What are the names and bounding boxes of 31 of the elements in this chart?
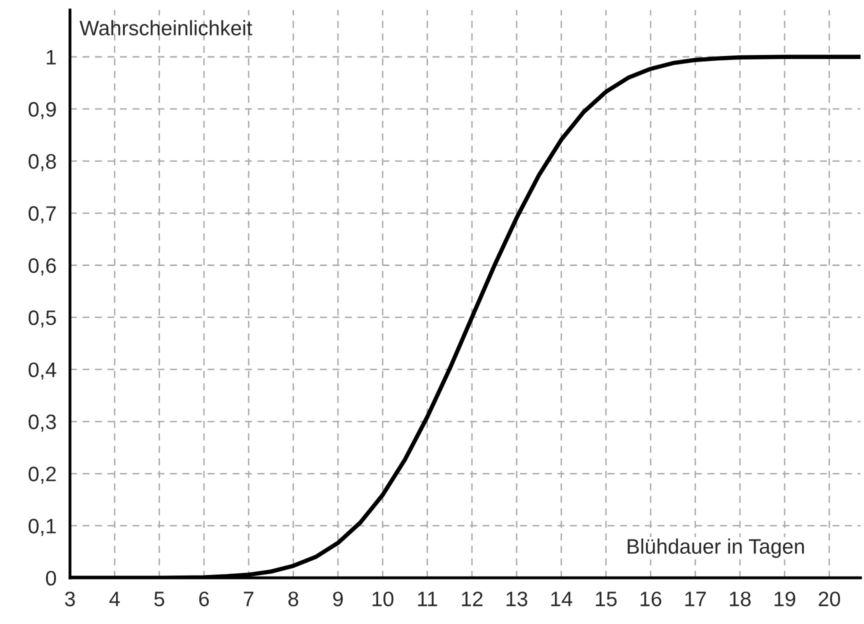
x-tick-label: 13: [506, 592, 528, 606]
x-tick-label: 9: [333, 592, 343, 606]
y-axis-title: Wahrscheinlichkeit: [80, 20, 252, 36]
y-tick-label: 0,1: [28, 518, 56, 536]
x-tick-label: 20: [818, 592, 840, 606]
x-tick-label: 7: [244, 592, 254, 606]
x-tick-label: 4: [109, 592, 120, 606]
x-tick-label: 10: [372, 592, 394, 606]
x-tick-label: 18: [730, 592, 751, 606]
x-tick-label: 3: [64, 592, 75, 606]
x-tick-label: 16: [640, 592, 662, 606]
x-tick-label: 5: [154, 592, 164, 606]
x-tick-label: 12: [462, 592, 483, 606]
y-tick-label: 0,6: [28, 258, 56, 276]
x-tick-label: 15: [596, 592, 617, 606]
y-tick-label: 0,7: [28, 206, 56, 224]
x-tick-label: 14: [551, 592, 572, 606]
x-axis-title: Blühdauer in Tagen: [628, 538, 804, 558]
y-tick-label: 0: [46, 570, 56, 586]
y-tick-label: 0,5: [28, 310, 56, 328]
x-tick-label: 17: [685, 592, 706, 606]
x-tick-label: 6: [199, 592, 209, 606]
x-tick-label: 19: [774, 592, 796, 606]
y-tick-label: 0,2: [28, 466, 56, 484]
x-tick-label: 11: [418, 592, 438, 606]
y-tick-label: 0,9: [28, 102, 56, 120]
y-tick-label: 0,4: [28, 362, 56, 380]
y-tick-label: 1: [46, 50, 56, 64]
x-tick-label: 8: [288, 592, 298, 606]
y-tick-label: 0,3: [28, 414, 56, 432]
y-tick-label: 0,8: [28, 154, 56, 172]
